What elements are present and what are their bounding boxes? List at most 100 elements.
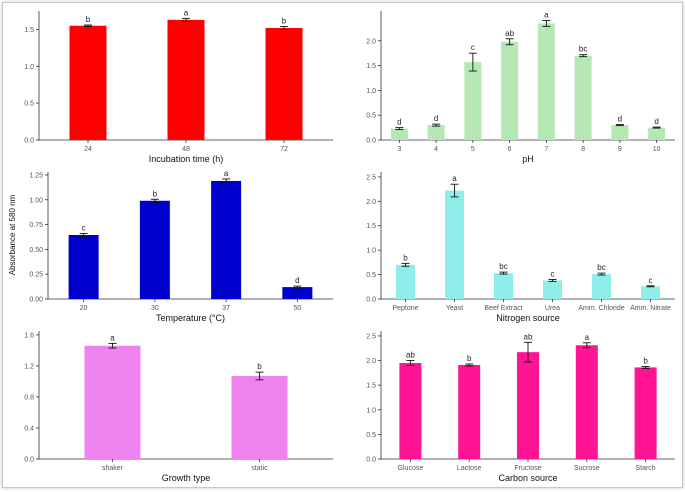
x-axis-title: Temperature (°C) — [156, 313, 225, 323]
bar — [592, 274, 611, 299]
bar — [574, 55, 592, 140]
x-tick-label: 37 — [222, 305, 230, 312]
chart-panel-5: 0.0 0.4 0.8 1.2 1.6 a shaker b static Growth type — [24, 331, 333, 483]
significance-letter: c — [551, 269, 555, 278]
bar — [390, 128, 408, 140]
x-tick-label: shaker — [102, 465, 124, 472]
y-tick-label: 0.0 — [24, 457, 34, 464]
bar — [399, 363, 422, 459]
x-tick-label: Urea — [545, 305, 560, 312]
bar — [231, 375, 288, 459]
x-tick-label: 3 — [397, 146, 401, 153]
x-tick-label: Peptone — [392, 305, 418, 312]
significance-letter: d — [618, 115, 622, 124]
y-tick-label: 1.00 — [29, 197, 43, 204]
y-tick-label: 0.5 — [366, 272, 376, 279]
significance-letter: d — [434, 114, 438, 123]
y-tick-label: 0.0 — [366, 138, 376, 145]
chart-panel-1: 0.0 0.5 1.0 1.5 b 24 a 48 b 72 Incubation time (h) — [24, 8, 333, 164]
y-tick-label: 0.0 — [366, 457, 376, 464]
significance-letter: c — [82, 224, 86, 233]
x-axis-title: Growth type — [162, 473, 211, 483]
y-tick-label: 0.4 — [24, 425, 34, 432]
x-tick-label: Starch — [635, 465, 655, 472]
y-tick-label: 1.5 — [366, 63, 376, 70]
bar — [265, 27, 303, 141]
x-tick-label: 5 — [471, 146, 475, 153]
significance-letter: b — [643, 356, 648, 365]
x-tick-label: 24 — [84, 146, 92, 153]
y-tick-label: 0.75 — [29, 222, 43, 229]
significance-letter: a — [224, 169, 229, 178]
y-tick-label: 1.2 — [24, 363, 34, 370]
y-tick-label: 2.5 — [366, 174, 376, 181]
bar — [139, 200, 170, 299]
significance-letter: d — [397, 118, 401, 127]
y-tick-label: 1.0 — [24, 64, 34, 71]
y-tick-label: 0.0 — [24, 138, 34, 145]
x-axis-title: Carbon source — [498, 473, 557, 483]
x-tick-label: 50 — [293, 305, 301, 312]
significance-letter: a — [184, 8, 189, 17]
chart-panel-6: 0.00.51.01.52.02.5abGlucosebLactoseabFru… — [366, 331, 675, 483]
significance-letter: b — [86, 15, 91, 24]
y-tick-label: 0.5 — [366, 113, 376, 120]
significance-letter: c — [649, 276, 653, 285]
significance-letter: b — [403, 253, 408, 262]
bar — [501, 41, 519, 141]
significance-letter: ab — [406, 351, 415, 360]
y-tick-label: 1.6 — [24, 332, 34, 339]
significance-letter: d — [654, 117, 658, 126]
y-tick-label: 2.5 — [366, 333, 376, 340]
x-tick-label: 4 — [434, 146, 438, 153]
y-tick-label: 1.5 — [24, 27, 34, 34]
x-tick-label: 7 — [544, 146, 548, 153]
significance-letter: b — [153, 189, 158, 198]
bar — [167, 19, 205, 140]
y-tick-label: 0.8 — [24, 394, 34, 401]
y-tick-label: 1.25 — [29, 172, 43, 179]
bar — [396, 264, 415, 299]
bar — [611, 125, 629, 140]
bar — [68, 235, 99, 299]
x-tick-label: 20 — [80, 305, 88, 312]
y-tick-label: 0.5 — [366, 432, 376, 439]
significance-letter: ab — [524, 332, 533, 341]
bar — [282, 287, 313, 299]
significance-letter: bc — [499, 262, 507, 271]
significance-letter: c — [471, 43, 475, 52]
bar — [575, 345, 598, 459]
y-tick-label: 1.5 — [366, 383, 376, 390]
x-tick-label: Fructose — [514, 465, 541, 472]
x-tick-label: Amm. Chloride — [578, 305, 624, 312]
x-tick-label: static — [251, 465, 268, 472]
bar — [445, 190, 464, 299]
bar — [648, 127, 666, 140]
bar — [84, 345, 141, 459]
bar — [494, 273, 513, 299]
significance-letter: a — [544, 10, 549, 19]
bar — [427, 125, 445, 140]
x-tick-label: 6 — [508, 146, 512, 153]
bar — [537, 23, 555, 140]
bar — [458, 364, 481, 459]
x-tick-label: Lactose — [457, 465, 482, 472]
significance-letter: b — [467, 354, 472, 363]
bar — [641, 286, 660, 299]
chart-panel-3: 0.00 0.25 0.50 0.75 1.00 1.25 c 20 b 30 a 37 d 50 Temp… — [29, 169, 333, 323]
significance-letter: ab — [505, 29, 514, 38]
bar — [464, 62, 482, 140]
x-axis-title: Nitrogen source — [496, 313, 560, 323]
y-tick-label: 1.5 — [366, 223, 376, 230]
y-tick-label: 1.0 — [366, 407, 376, 414]
y-tick-label: 1.0 — [366, 248, 376, 255]
y-tick-label: 2.0 — [366, 199, 376, 206]
y-tick-label: 0.50 — [29, 247, 43, 254]
y-tick-label: 1.0 — [366, 88, 376, 95]
y-tick-label: 2.0 — [366, 38, 376, 45]
significance-letter: a — [452, 174, 457, 183]
x-axis-title: Incubation time (h) — [149, 154, 224, 164]
significance-letter: bc — [579, 45, 587, 54]
x-tick-label: 9 — [618, 146, 622, 153]
